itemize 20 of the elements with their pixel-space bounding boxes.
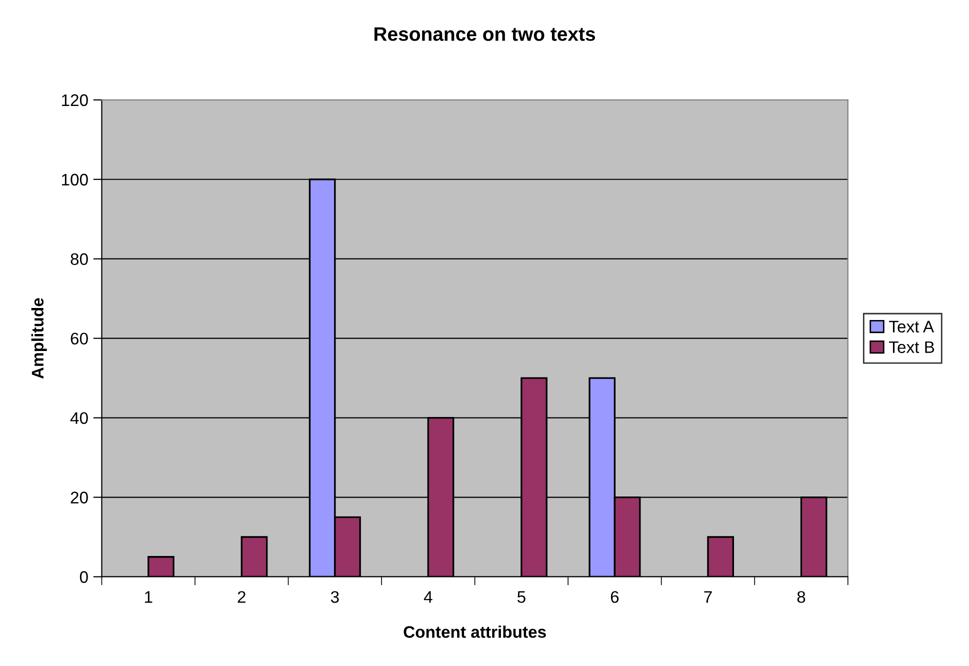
y-tick-label: 60 [70,332,88,345]
x-tick-label: 7 [704,591,712,603]
y-tick-label: 20 [70,492,88,504]
x-tick-label: 1 [145,591,152,603]
y-tick-label: 0 [80,571,88,583]
y-tick-label: 40 [70,412,88,424]
x-tick-label: 6 [610,591,619,603]
x-tick-label: 4 [424,591,432,603]
legend-label: Text A [889,320,934,333]
y-axis-title: Amplitude [31,298,47,379]
x-tick-label: 5 [517,591,526,603]
y-tick-label: 120 [62,94,88,106]
x-axis-title: Content attributes [404,626,546,638]
legend-label: Text B [889,341,934,354]
y-tick-label: 100 [62,174,88,186]
chart-title: Resonance on two texts [374,27,595,41]
x-tick-label: 3 [330,591,339,603]
x-tick-label: 2 [238,591,246,603]
x-tick-label: 8 [797,591,806,603]
y-tick-label: 80 [70,253,88,266]
